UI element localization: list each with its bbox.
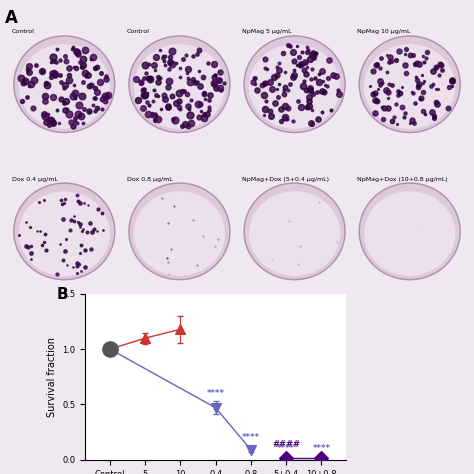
Ellipse shape [135,45,224,128]
Point [106,346,114,353]
Text: Control: Control [127,29,150,35]
Point [283,454,290,461]
Ellipse shape [250,45,339,128]
Text: NpMag 10 μg/mL: NpMag 10 μg/mL [357,29,410,35]
Ellipse shape [244,36,345,133]
Text: NpMag 5 μg/mL: NpMag 5 μg/mL [242,29,292,35]
Ellipse shape [129,183,230,280]
Ellipse shape [14,36,115,133]
Point [106,346,114,353]
Text: Dox 0.4 μg/mL: Dox 0.4 μg/mL [12,176,57,182]
Point [212,404,219,411]
Point [141,334,149,342]
Text: ****: **** [277,444,295,453]
Point [177,326,184,333]
Ellipse shape [365,192,455,275]
Text: ****: **** [312,444,330,453]
Text: NpMag+Dox (5+0.4 μg/mL): NpMag+Dox (5+0.4 μg/mL) [242,176,329,182]
Ellipse shape [135,192,224,275]
Text: ****: **** [242,433,260,442]
Point [318,454,325,461]
Ellipse shape [19,45,109,128]
Point [247,446,255,454]
Ellipse shape [365,45,455,128]
Text: Dox 0.8 μg/mL: Dox 0.8 μg/mL [127,176,173,182]
Ellipse shape [14,183,115,280]
Ellipse shape [359,36,460,133]
Ellipse shape [244,183,345,280]
Ellipse shape [19,192,109,275]
Text: A: A [5,9,18,27]
Ellipse shape [250,192,339,275]
Text: Control: Control [12,29,35,35]
Y-axis label: Survival fraction: Survival fraction [47,337,57,417]
Text: ****: **** [207,389,225,398]
Text: B: B [57,287,69,302]
Ellipse shape [359,183,460,280]
Ellipse shape [129,36,230,133]
Text: NpMag+Dox (10+0.8 μg/mL): NpMag+Dox (10+0.8 μg/mL) [357,176,448,182]
Point [106,346,114,353]
Text: ####: #### [272,440,300,449]
